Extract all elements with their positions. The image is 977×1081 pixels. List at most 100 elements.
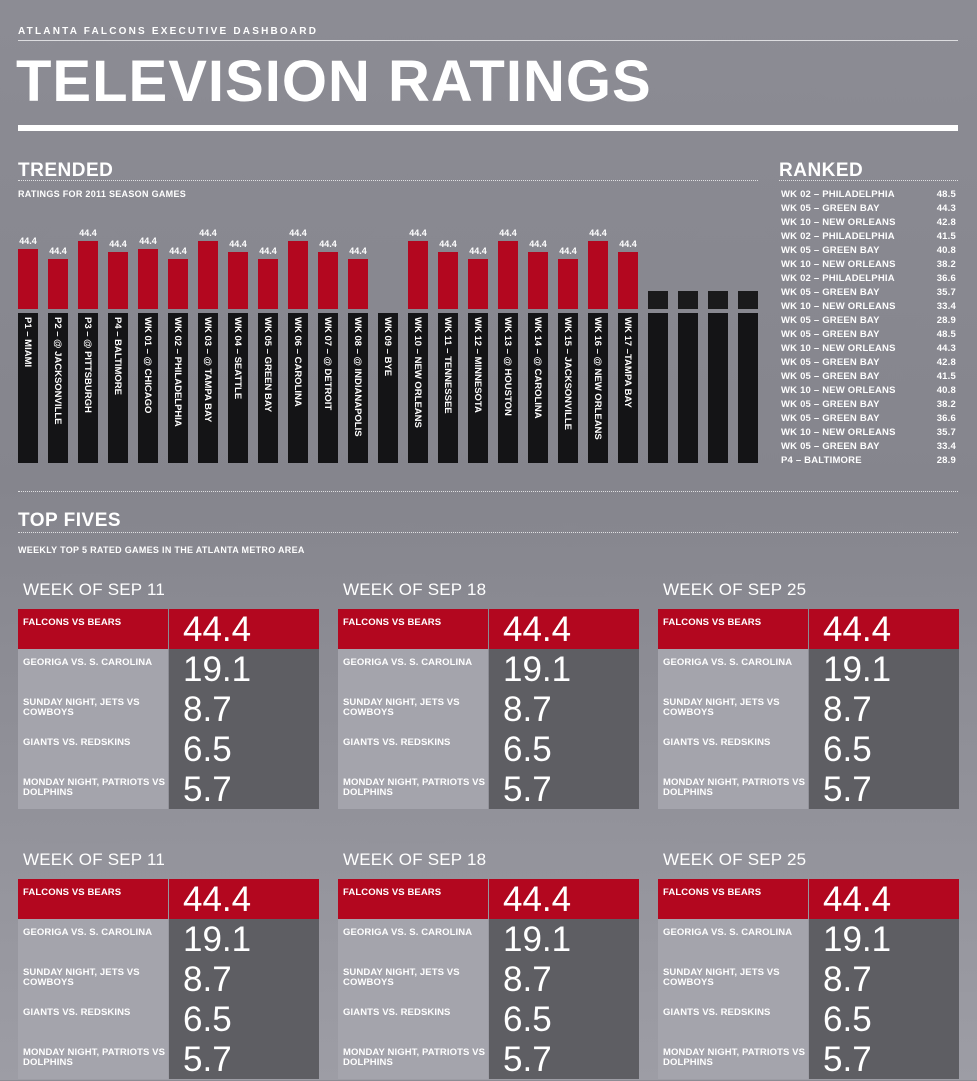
game-label: FALCONS VS BEARS <box>338 609 488 649</box>
ranked-item-value: 42.8 <box>936 357 956 368</box>
rating-bar <box>528 252 548 309</box>
category-label-bar <box>528 313 548 463</box>
rating-value: 5.7 <box>809 769 959 809</box>
rating-value: 8.7 <box>489 689 639 729</box>
bar-value-label: 44.4 <box>289 228 307 238</box>
category-label-bar <box>258 313 278 463</box>
top-five-row: MONDAY NIGHT, PATRIOTS VS DOLPHINS 5.7 <box>338 1039 639 1079</box>
rating-value: 8.7 <box>169 689 319 729</box>
category-label-bar <box>48 313 68 463</box>
category-label: WK 12 – MINNESOTA <box>472 317 483 413</box>
top-five-row: FALCONS VS BEARS 44.4 <box>338 879 639 919</box>
rating-value: 5.7 <box>489 769 639 809</box>
top-five-row: GIANTS VS. REDSKINS 6.5 <box>658 999 959 1039</box>
rating-value: 6.5 <box>489 729 639 769</box>
category-label: P4 – BALTIMORE <box>112 317 123 395</box>
game-label: SUNDAY NIGHT, JETS VS COWBOYS <box>18 689 168 729</box>
rating-value: 6.5 <box>169 729 319 769</box>
ranked-item-value: 36.6 <box>936 273 956 284</box>
ranked-item-label: WK 02 – PHILADELPHIA <box>781 189 895 200</box>
rating-value: 8.7 <box>809 959 959 999</box>
rating-bar <box>588 241 608 309</box>
category-label-bar <box>318 313 338 463</box>
top-five-row: FALCONS VS BEARS 44.4 <box>18 879 319 919</box>
game-label: GIANTS VS. REDSKINS <box>658 729 808 769</box>
top-five-row: SUNDAY NIGHT, JETS VS COWBOYS 8.7 <box>18 689 319 729</box>
bar-value-label: 44.4 <box>259 246 277 256</box>
game-label: GIANTS VS. REDSKINS <box>338 729 488 769</box>
ranked-item: WK 05 – GREEN BAY 33.4 <box>781 441 956 455</box>
ranked-item-value: 33.4 <box>936 301 956 312</box>
ranked-item-value: 28.9 <box>936 315 956 326</box>
category-label-bar <box>558 313 578 463</box>
rating-bar <box>78 241 98 309</box>
ranked-item-label: WK 02 – PHILADELPHIA <box>781 231 895 242</box>
top-fives-subtitle: WEEKLY TOP 5 RATED GAMES IN THE ATLANTA … <box>18 545 305 555</box>
top-five-row: SUNDAY NIGHT, JETS VS COWBOYS 8.7 <box>658 959 959 999</box>
category-label-bar <box>648 313 668 463</box>
game-label: SUNDAY NIGHT, JETS VS COWBOYS <box>338 689 488 729</box>
game-label: GEORIGA VS. S. CAROLINA <box>658 649 808 689</box>
placeholder-bar <box>678 291 698 309</box>
rating-bar <box>618 252 638 309</box>
category-label-bar <box>738 313 758 463</box>
ranked-item: WK 10 – NEW ORLEANS 42.8 <box>781 217 956 231</box>
bar-value-label: 44.4 <box>349 246 367 256</box>
ranked-item: WK 10 – NEW ORLEANS 44.3 <box>781 343 956 357</box>
game-label: GIANTS VS. REDSKINS <box>18 999 168 1039</box>
ranked-item-label: WK 05 – GREEN BAY <box>781 203 880 214</box>
ranked-item-value: 38.2 <box>936 399 956 410</box>
game-label: FALCONS VS BEARS <box>18 879 168 919</box>
ranked-item: WK 10 – NEW ORLEANS 33.4 <box>781 301 956 315</box>
ranked-item: WK 05 – GREEN BAY 35.7 <box>781 287 956 301</box>
placeholder-bar <box>648 291 668 309</box>
ratings-bar-chart: 44.4 P1 – MIAMI 44.4 P2 – @ JACKSONVILLE 44.… <box>18 228 758 463</box>
category-label: WK 05 – GREEN BAY <box>262 317 273 413</box>
ranked-item-label: WK 10 – NEW ORLEANS <box>781 301 896 312</box>
dashboard-title: ATLANTA FALCONS EXECUTIVE DASHBOARD <box>18 26 319 37</box>
rating-bar <box>438 252 458 309</box>
top-five-row: GIANTS VS. REDSKINS 6.5 <box>18 999 319 1039</box>
category-label: WK 03 – @ TAMPA BAY <box>202 317 213 423</box>
ranked-item: WK 02 – PHILADELPHIA 41.5 <box>781 231 956 245</box>
rating-value: 5.7 <box>169 769 319 809</box>
rating-bar <box>498 241 518 309</box>
category-label-bar <box>108 313 128 463</box>
ranked-item-value: 36.6 <box>936 413 956 424</box>
game-label: MONDAY NIGHT, PATRIOTS VS DOLPHINS <box>18 769 168 809</box>
rating-value: 44.4 <box>169 609 319 649</box>
category-label-bar <box>378 313 398 463</box>
top-five-row: GIANTS VS. REDSKINS 6.5 <box>338 999 639 1039</box>
top-five-row: MONDAY NIGHT, PATRIOTS VS DOLPHINS 5.7 <box>658 769 959 809</box>
ranked-item-value: 35.7 <box>936 287 956 298</box>
category-label: WK 04 – SEATTLE <box>232 317 243 399</box>
category-label-bar <box>198 313 218 463</box>
rating-value: 5.7 <box>489 1039 639 1079</box>
top-five-row: GEORIGA VS. S. CAROLINA 19.1 <box>658 649 959 689</box>
bar-value-label: 44.4 <box>529 239 547 249</box>
rating-value: 19.1 <box>809 919 959 959</box>
week-title: WEEK OF SEP 25 <box>663 850 807 869</box>
top-five-row: MONDAY NIGHT, PATRIOTS VS DOLPHINS 5.7 <box>18 769 319 809</box>
bar-value-label: 44.4 <box>109 239 127 249</box>
bar-value-label: 44.4 <box>199 228 217 238</box>
bar-value-label: 44.4 <box>499 228 517 238</box>
ranked-item-label: WK 10 – NEW ORLEANS <box>781 427 896 438</box>
rating-bar <box>18 249 38 309</box>
game-label: FALCONS VS BEARS <box>338 879 488 919</box>
category-label: WK 14 – @ CAROLINA <box>532 317 543 419</box>
ranked-item-label: WK 02 – PHILADELPHIA <box>781 273 895 284</box>
bar-value-label: 44.4 <box>49 246 67 256</box>
rating-bar <box>48 259 68 309</box>
ranked-divider <box>779 180 958 181</box>
ranked-item-value: 28.9 <box>936 455 956 466</box>
game-label: SUNDAY NIGHT, JETS VS COWBOYS <box>658 689 808 729</box>
bar-value-label: 44.4 <box>559 246 577 256</box>
rating-bar <box>318 252 338 309</box>
bar-value-label: 44.4 <box>79 228 97 238</box>
ranked-item-value: 35.7 <box>936 427 956 438</box>
bar-value-label: 44.4 <box>469 246 487 256</box>
ranked-item-label: WK 05 – GREEN BAY <box>781 399 880 410</box>
bar-value-label: 44.4 <box>619 239 637 249</box>
ranked-item-label: WK 10 – NEW ORLEANS <box>781 385 896 396</box>
